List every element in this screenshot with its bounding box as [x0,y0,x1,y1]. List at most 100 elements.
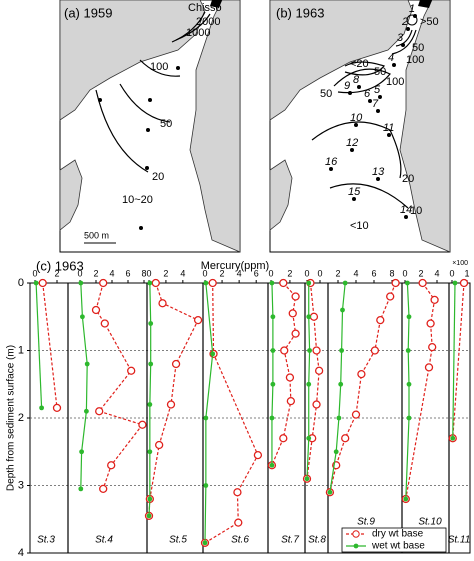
map-label: 10 [410,205,422,217]
y-axis-label: Depth from sediment surface (m) [6,345,17,491]
contour [333,68,391,94]
station-dot [401,43,405,47]
dry-point [314,366,324,375]
wet-point [306,314,312,320]
wet-point [406,381,412,387]
wet-point [203,483,209,488]
y-tick-label: 1 [18,344,24,356]
station-label: 10 [350,112,363,124]
map-label: Chisso [188,2,222,14]
dry-point [233,488,242,497]
station-label: 16 [325,156,338,168]
dry-point [127,366,136,375]
dry-point [99,484,108,494]
wet-point [342,280,348,286]
dry-point [234,518,243,527]
station-label: 13 [372,166,385,178]
dry-line [329,282,397,493]
station-label: 14 [400,204,412,216]
scale-label: 500 m [84,230,109,240]
x-tick-label: 8 [141,268,146,278]
dry-point [426,319,435,328]
wet-point [307,348,312,353]
wet-point [270,314,276,320]
wet-point [406,415,412,421]
y-tick-label: 2 [18,412,24,424]
x-tick-label: 4 [434,268,439,278]
station-dot [354,123,358,127]
map-label: 1000 [186,27,210,39]
x-tick-label: 2 [163,268,168,278]
dry-point [357,369,366,379]
wet-point [270,348,276,353]
station-name: St.5 [169,535,187,546]
wet-line [452,282,456,439]
legend-box [341,527,447,553]
y-tick-label: 4 [18,547,24,559]
wet-point [202,540,208,546]
dry-point [312,346,321,355]
factory [210,0,222,8]
wet-point [146,513,152,519]
station-label: 7 [372,98,379,110]
wet-point [147,496,153,502]
wet-point [336,415,342,421]
wet-point [338,381,344,387]
legend-marker [352,530,360,538]
dry-point [208,278,217,288]
wet-point [333,449,339,455]
x-axis-label: Mercury(ppm) [201,260,269,272]
sample-dots [98,66,180,230]
station-dot [376,177,380,181]
land [399,0,451,253]
wet-point [306,435,312,441]
x-tick-label: 4 [180,268,185,278]
dry-point [151,278,160,288]
station-dot [378,95,382,99]
wet-point [39,405,44,411]
land [189,0,241,253]
wet-point [405,348,411,353]
x-tick-label: 8 [389,268,394,278]
dry-point [171,359,181,369]
dry-point [391,278,400,288]
wet-point [403,496,409,502]
station-dot [350,148,354,152]
x-tick-label: 0 [268,268,273,278]
wet-point [84,361,90,367]
station-dot [348,91,352,95]
station-name: St.7 [281,535,299,546]
contour [171,11,206,43]
map-label: <20 [350,58,369,70]
x-tick-label: 4 [237,268,242,278]
wet-point [147,449,153,455]
y-tick-label: 0 [18,277,24,289]
wet-point [80,314,85,320]
x-multiplier: ×100 [452,260,468,267]
station-label: 5 [374,84,381,96]
wet-point [148,321,154,326]
wet-point [304,476,310,482]
dry-point [193,315,203,325]
wet-point [339,348,344,353]
dry-point [418,278,427,288]
dry-point [279,278,288,288]
station-label: 8 [353,74,360,86]
contour [329,183,409,209]
station-name: St.8 [308,535,326,546]
island [59,159,83,231]
land [269,0,413,121]
station-dot [404,215,408,219]
dry-point [158,299,167,308]
station-label: 12 [346,137,358,149]
map-label: 50 [160,118,172,130]
contour [406,14,418,26]
map-label: 10~20 [122,194,153,206]
map-a: (a) 1959 Chisso 2000 1000 100 50 20 10~2… [59,0,241,253]
dry-line [452,282,465,439]
x-tick-label: 6 [371,268,376,278]
wet-point [79,449,84,455]
wet-point [147,402,153,407]
